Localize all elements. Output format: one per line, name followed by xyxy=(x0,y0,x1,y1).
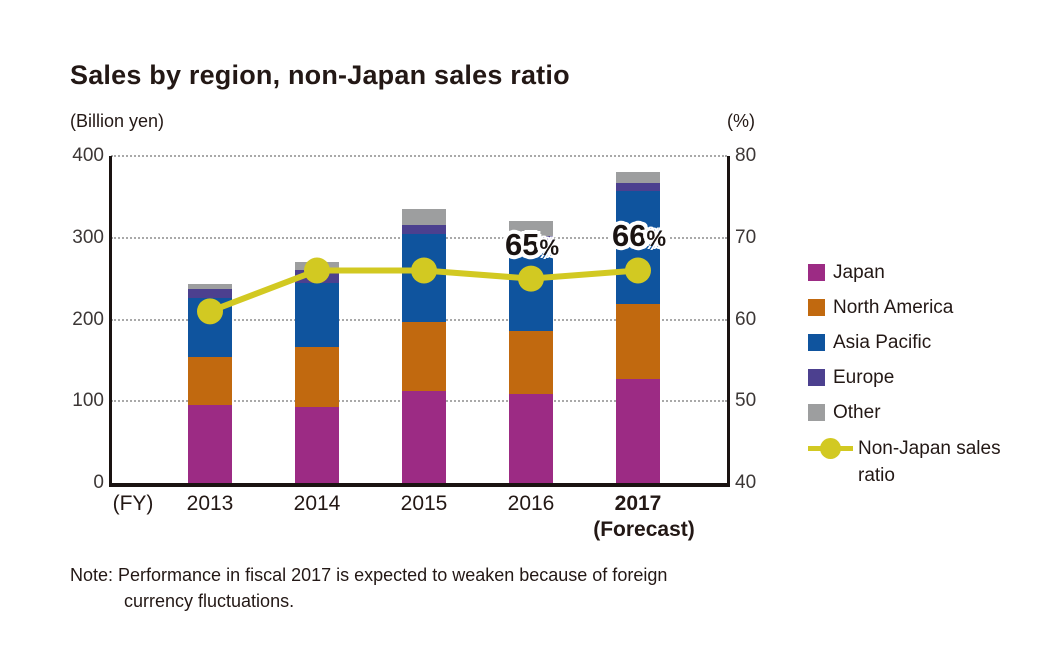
x-axis-label-2017: 2017 xyxy=(614,492,662,515)
ratio-point-2017 xyxy=(625,257,651,284)
percent-sign: % xyxy=(539,234,560,260)
bar-other-2017 xyxy=(616,171,660,183)
right-axis-tick-label: 60 xyxy=(735,308,757,330)
bar-north-america-2013 xyxy=(188,357,232,405)
ratio-label-2016: 65% xyxy=(505,227,559,263)
x-axis-label-2014: 2014 xyxy=(293,492,341,515)
bar-north-america-2016 xyxy=(509,330,553,394)
y-axis-tick-label: 200 xyxy=(72,308,104,330)
chart-title: Sales by region, non-Japan sales ratio xyxy=(70,60,570,90)
footnote-line-2: currency fluctuations. xyxy=(124,591,295,611)
right-axis-line xyxy=(727,156,730,483)
bar-other-2016 xyxy=(509,220,553,237)
right-axis-tick-label: 40 xyxy=(735,472,757,493)
bar-japan-2016 xyxy=(509,393,553,483)
right-axis-tick-label: 50 xyxy=(735,390,757,412)
right-axis-unit-label: (%) xyxy=(727,111,755,131)
bar-other-2013 xyxy=(188,283,232,290)
x-axis-label-2013: 2013 xyxy=(186,492,234,515)
legend-label: North America xyxy=(833,297,954,318)
legend-label: Japan xyxy=(833,262,885,283)
ratio-point-2014 xyxy=(304,257,330,284)
bar-europe-2013 xyxy=(188,289,232,299)
legend-swatch-icon xyxy=(808,334,825,351)
bar-europe-2017 xyxy=(616,182,660,192)
y-axis-tick-label: 100 xyxy=(72,390,104,412)
bar-japan-2015 xyxy=(402,390,446,483)
bar-europe-2015 xyxy=(402,224,446,234)
legend-label: Europe xyxy=(833,367,895,388)
x-axis-fy-label: (FY) xyxy=(112,492,154,515)
ratio-point-2015 xyxy=(411,257,437,284)
gridline xyxy=(111,155,727,157)
bar-asia-pacific-2014 xyxy=(295,282,339,348)
y-axis-line xyxy=(109,156,112,483)
bar-europe-2016 xyxy=(509,236,553,244)
legend-label: Other xyxy=(833,402,881,423)
x-axis-line xyxy=(109,483,730,487)
bar-japan-2017 xyxy=(616,379,660,483)
bar-north-america-2017 xyxy=(616,303,660,380)
non-japan-sales-ratio-line xyxy=(197,257,651,325)
right-axis-tick-label: 70 xyxy=(735,226,757,248)
legend-swatch-icon xyxy=(808,404,825,421)
legend-swatch-icon xyxy=(808,299,825,316)
y-axis-tick-label: 400 xyxy=(72,145,104,166)
line-dot-icon xyxy=(820,438,841,459)
bar-asia-pacific-2017 xyxy=(616,191,660,304)
footnote: Note: Performance in fiscal 2017 is expe… xyxy=(70,562,667,614)
legend-swatch-icon xyxy=(808,369,825,386)
x-axis-label-2016: 2016 xyxy=(507,492,555,515)
ratio-label-value: 66 xyxy=(611,218,647,254)
left-axis-unit-label: (Billion yen) xyxy=(70,111,165,131)
bar-north-america-2014 xyxy=(295,347,339,407)
percent-sign: % xyxy=(646,226,667,252)
bar-other-2015 xyxy=(402,209,446,225)
ratio-point-2016 xyxy=(518,265,544,292)
bar-japan-2014 xyxy=(295,406,339,483)
bar-japan-2013 xyxy=(188,404,232,483)
y-axis-tick-label: 0 xyxy=(93,472,104,493)
ratio-label-value: 65 xyxy=(504,226,540,262)
ratio-point-2013 xyxy=(197,298,223,325)
footnote-line-1: Note: Performance in fiscal 2017 is expe… xyxy=(70,565,668,585)
legend-swatch-icon xyxy=(808,264,825,281)
legend-label: Asia Pacific xyxy=(833,332,932,353)
ratio-label-2017: 66% xyxy=(612,218,666,254)
x-axis-sublabel-forecast: (Forecast) xyxy=(593,518,695,541)
x-axis-label-2015: 2015 xyxy=(400,492,448,515)
bar-north-america-2015 xyxy=(402,321,446,391)
y-axis-tick-label: 300 xyxy=(72,226,104,248)
right-axis-tick-label: 80 xyxy=(735,145,757,166)
legend-label: Non-Japan sales ratio xyxy=(858,438,1001,486)
